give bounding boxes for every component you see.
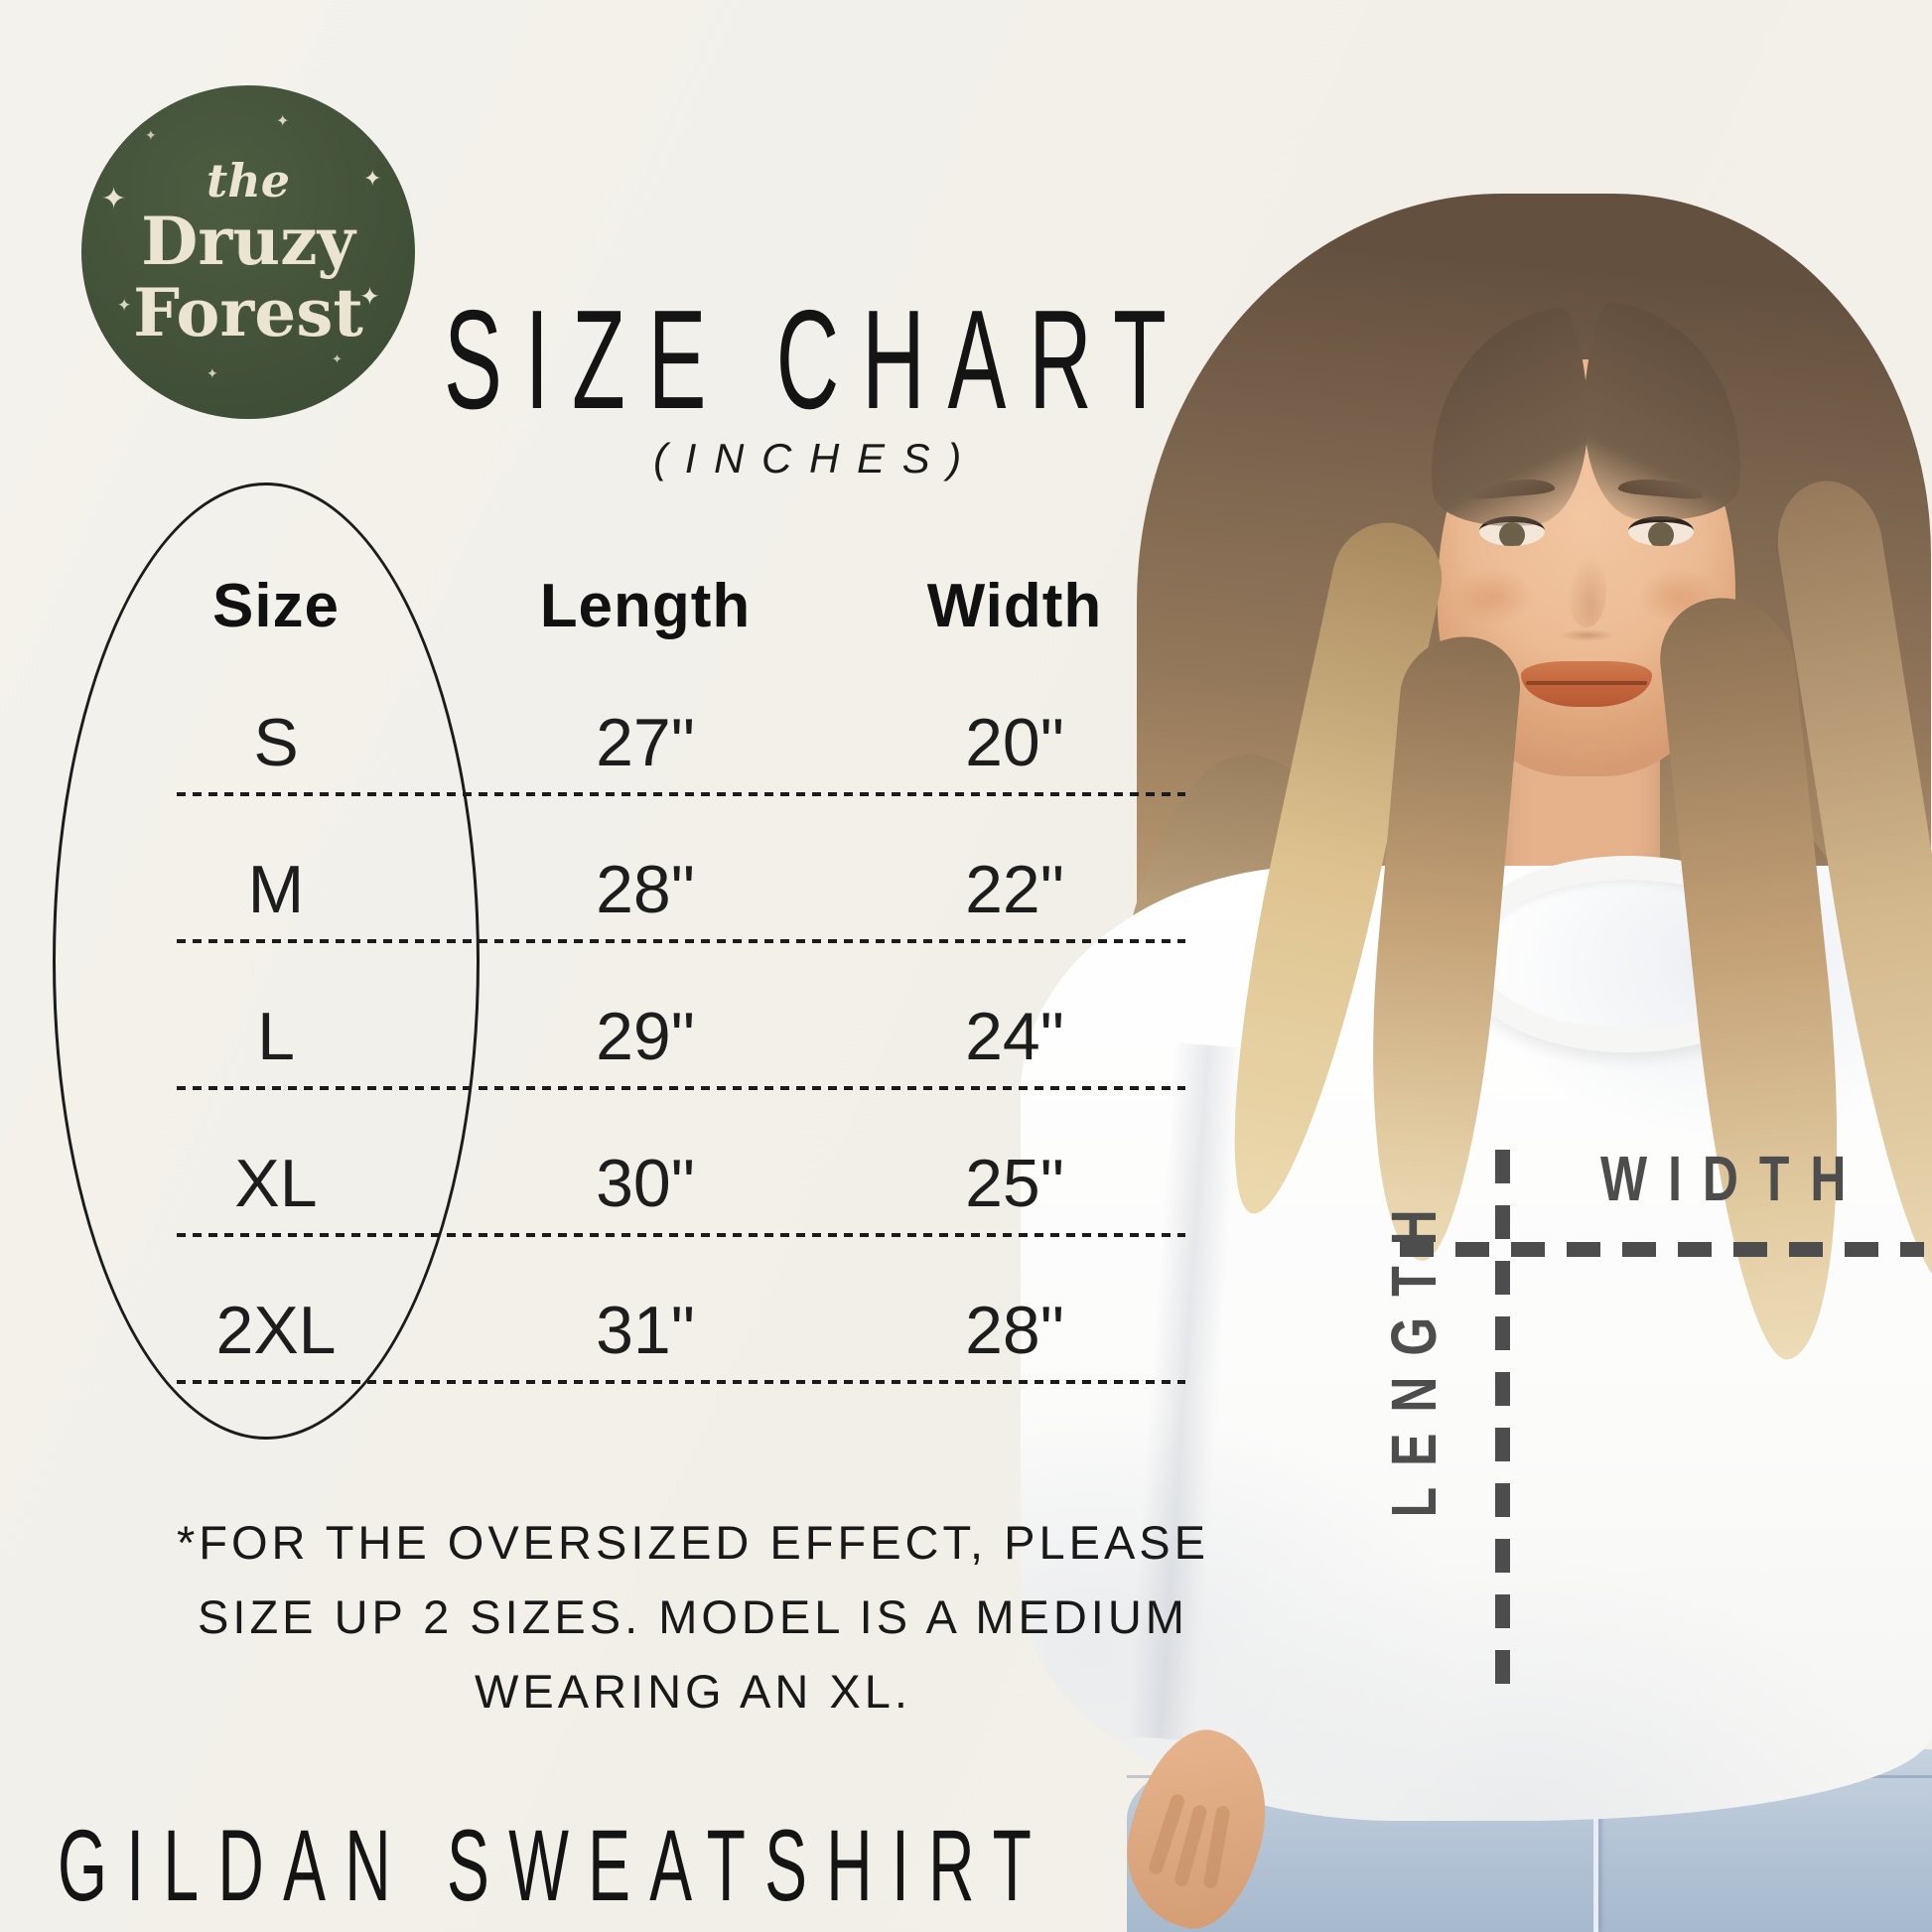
table-row: S 27" 20"	[129, 701, 1162, 784]
sparkle-icon: ✦	[207, 366, 218, 382]
row-separator	[177, 792, 1185, 796]
brand-logo-line3: Forest	[133, 274, 363, 351]
row-separator	[177, 1380, 1185, 1384]
table-row: M 28" 22"	[129, 848, 1162, 931]
column-header-length: Length	[539, 572, 752, 640]
cell-length: 29"	[596, 999, 695, 1074]
sparkle-icon: ✦	[101, 182, 127, 216]
page-title: SIZE CHART	[2, 290, 1630, 431]
width-label-text: WIDTH	[1600, 1143, 1867, 1214]
cell-size: L	[257, 999, 295, 1074]
model-lips	[1521, 661, 1652, 707]
sizing-note-line: SIZE UP 2 SIZES. MODEL IS A MEDIUM	[198, 1590, 1188, 1643]
cell-length: 27"	[596, 705, 695, 780]
table-row: L 29" 24"	[129, 995, 1162, 1078]
table-row: 2XL 31" 28"	[129, 1289, 1162, 1372]
length-dashed-line	[1495, 1150, 1510, 1686]
product-name: GILDAN SWEATSHIRT	[58, 1815, 1634, 1916]
cell-length: 30"	[596, 1146, 695, 1221]
page-title-text: SIZE CHART	[443, 281, 1189, 439]
cell-length: 28"	[596, 852, 695, 927]
model-blush-left	[1453, 568, 1533, 625]
jeans-fly-seam	[1593, 1763, 1599, 1932]
brand-logo: the Druzy Forest ✦ ✦ ✦ ✦ ✦ ✦ ✦ ✦	[81, 85, 415, 419]
cell-size: S	[253, 705, 299, 780]
sparkle-icon: ✦	[359, 282, 380, 311]
cell-width: 25"	[965, 1146, 1064, 1221]
sizing-note-line: *FOR THE OVERSIZED EFFECT, PLEASE	[177, 1516, 1209, 1569]
cell-width: 22"	[965, 852, 1064, 927]
sparkle-icon: ✦	[332, 352, 343, 367]
brand-logo-line1: the	[207, 154, 290, 207]
width-dashed-line	[1400, 1242, 1924, 1257]
cell-width: 24"	[965, 999, 1064, 1074]
column-header-size: Size	[211, 572, 341, 640]
cell-width: 20"	[965, 705, 1064, 780]
sparkle-icon: ✦	[363, 167, 382, 192]
model-nose-base	[1559, 629, 1614, 641]
cell-size: M	[247, 852, 305, 927]
table-header-row: Size Length Width	[129, 571, 1162, 641]
sparkle-icon: ✦	[117, 296, 132, 316]
cell-length: 31"	[596, 1293, 695, 1368]
cell-size: XL	[234, 1146, 318, 1221]
width-label: WIDTH	[1600, 1142, 1932, 1215]
sizing-note: *FOR THE OVERSIZED EFFECT, PLEASE SIZE U…	[137, 1505, 1249, 1728]
model-iris	[1648, 522, 1674, 546]
column-header-width: Width	[926, 572, 1103, 640]
model-nose	[1567, 554, 1606, 627]
page-subtitle: (INCHES)	[2, 435, 1630, 483]
sparkle-icon: ✦	[276, 111, 290, 130]
product-name-text: GILDAN SWEATSHIRT	[58, 1809, 1051, 1922]
row-separator	[177, 1086, 1185, 1090]
brand-logo-line2: Druzy	[141, 203, 355, 280]
table-row: XL 30" 25"	[129, 1142, 1162, 1225]
sparkle-icon: ✦	[145, 128, 157, 144]
cell-size: 2XL	[215, 1293, 337, 1368]
cell-width: 28"	[965, 1293, 1064, 1368]
sizing-note-line: WEARING AN XL.	[475, 1665, 911, 1718]
size-column-ellipse	[53, 483, 480, 1440]
row-separator	[177, 1233, 1185, 1237]
page-subtitle-text: (INCHES)	[653, 435, 979, 482]
model-mouth-line	[1526, 681, 1647, 686]
row-separator	[177, 939, 1185, 943]
